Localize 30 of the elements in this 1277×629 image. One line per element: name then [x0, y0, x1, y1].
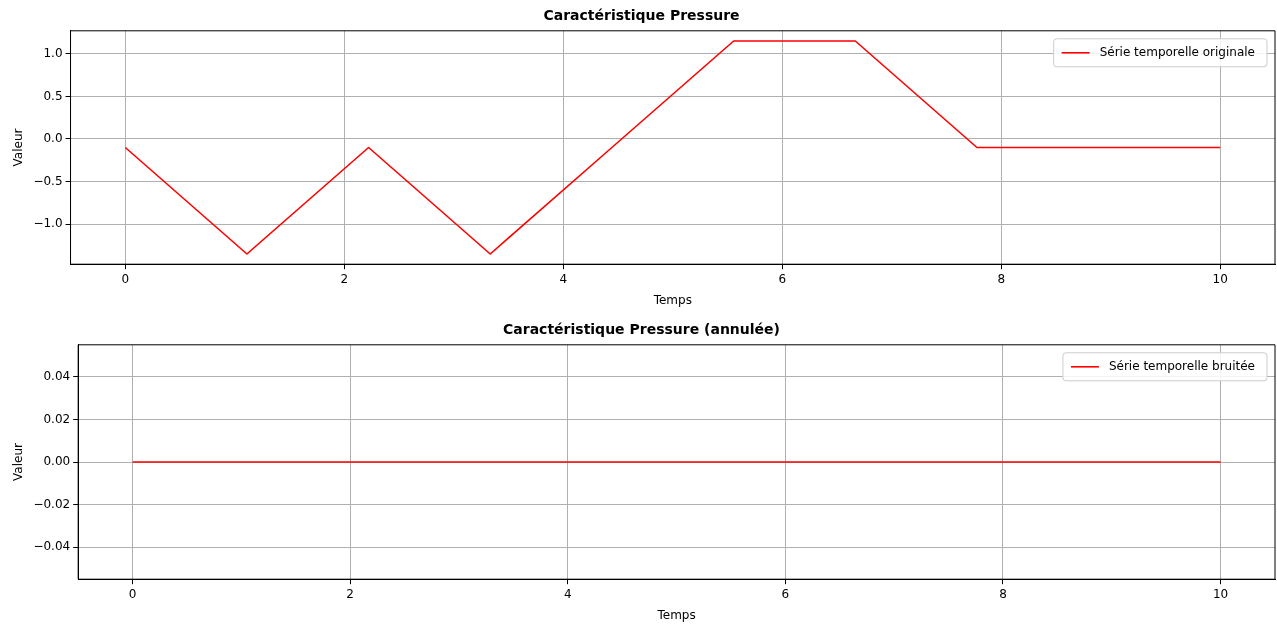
- y-tick-label: 0.00: [43, 454, 71, 469]
- y-axis-title: Valeur: [11, 442, 26, 481]
- x-tick-label: 6: [778, 271, 787, 286]
- y-tick-label: 0.0: [43, 131, 63, 146]
- x-tick-label: 4: [559, 271, 568, 286]
- x-tick-label: 8: [997, 271, 1006, 286]
- y-tick-label: 0.04: [43, 368, 71, 383]
- x-axis-title: Temps: [652, 292, 692, 307]
- legend-label: Série temporelle bruitée: [1108, 358, 1256, 373]
- chart-title: Caractéristique Pressure (annulée): [503, 321, 780, 338]
- x-tick-label: 0: [121, 271, 130, 286]
- x-tick-label: 10: [1212, 271, 1228, 286]
- x-tick-label: 10: [1212, 586, 1229, 601]
- x-tick-label: 8: [999, 586, 1007, 601]
- y-tick-label: −0.02: [33, 496, 71, 511]
- legend-label: Série temporelle originale: [1099, 44, 1255, 59]
- y-tick-label: −0.5: [33, 173, 63, 188]
- x-tick-label: 6: [781, 586, 790, 601]
- y-tick-label: 0.5: [43, 88, 63, 103]
- chart-title: Caractéristique Pressure: [543, 7, 740, 24]
- x-tick-label: 2: [346, 586, 354, 601]
- y-tick-label: −1.0: [33, 216, 63, 231]
- y-tick-label: −0.04: [33, 539, 71, 554]
- x-tick-label: 0: [128, 586, 137, 601]
- y-tick-label: 0.02: [43, 411, 71, 426]
- y-tick-label: 1.0: [43, 45, 63, 60]
- y-axis-title: Valeur: [11, 128, 26, 167]
- x-tick-label: 4: [563, 586, 572, 601]
- x-axis-title: Temps: [656, 607, 696, 622]
- x-tick-label: 2: [340, 271, 349, 286]
